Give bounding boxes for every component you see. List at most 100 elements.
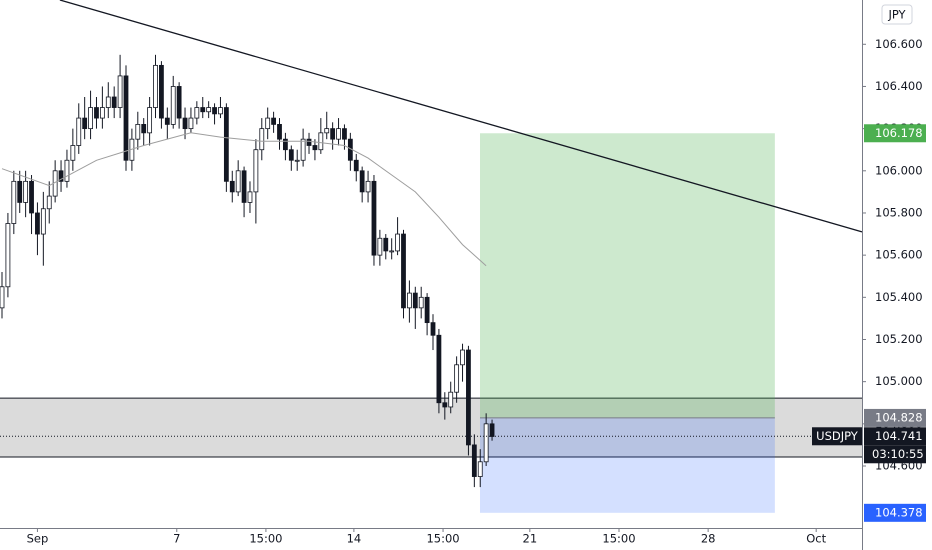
candle-body xyxy=(176,86,182,119)
candle-body xyxy=(259,128,265,151)
candle-body xyxy=(164,117,170,125)
x-tick-label: Sep xyxy=(27,532,49,546)
candle-body xyxy=(188,117,194,130)
y-tick-label: 105.600 xyxy=(875,248,923,262)
candle-body xyxy=(23,180,29,203)
symbol-label: USDJPY xyxy=(816,429,859,443)
candle-body xyxy=(412,292,418,309)
last-price-label: 104.741 xyxy=(875,429,923,443)
candle-body xyxy=(135,124,141,140)
candle-body xyxy=(342,128,347,140)
trend-line xyxy=(59,0,863,233)
candle-body xyxy=(489,423,495,437)
candle-body xyxy=(111,96,117,108)
currency-box[interactable] xyxy=(881,4,913,25)
time-axis-bg xyxy=(0,528,862,550)
candle-body xyxy=(147,107,153,134)
candle-body xyxy=(105,96,111,108)
candle-body xyxy=(312,145,318,151)
candle-body xyxy=(300,138,306,161)
candle-body xyxy=(359,170,365,193)
stop-price-box xyxy=(864,503,926,522)
candle-body xyxy=(247,191,253,203)
candle-body xyxy=(40,208,46,235)
x-tick-label: 7 xyxy=(173,532,180,546)
candle-body xyxy=(306,138,312,146)
candle-body xyxy=(117,75,123,108)
price-labels: 106.178 104.828 104.378 104.741 USDJPY 03:10:… xyxy=(812,124,926,522)
candle-body xyxy=(70,145,76,161)
x-tick-label: 14 xyxy=(347,532,362,546)
candle-body xyxy=(253,149,259,193)
countdown-box xyxy=(864,445,926,464)
x-tick-label: Oct xyxy=(806,532,826,546)
countdown-label: 03:10:55 xyxy=(872,447,924,461)
currency-label[interactable]: JPY xyxy=(887,8,906,22)
candle-body xyxy=(483,423,489,463)
y-tick-label: 106.400 xyxy=(875,79,923,93)
candle-body xyxy=(241,170,247,203)
candle-body xyxy=(460,349,465,366)
candle-body xyxy=(430,322,436,336)
candle-body xyxy=(88,107,93,130)
entry-price-box xyxy=(864,408,926,427)
candle-body xyxy=(5,223,11,288)
candle-body xyxy=(35,212,40,235)
candle-body xyxy=(206,107,212,113)
candle-body xyxy=(235,170,241,193)
plot-area xyxy=(0,0,863,513)
candle-body xyxy=(58,170,64,182)
candle-body xyxy=(383,237,389,252)
candle-body xyxy=(277,124,282,140)
candle-body xyxy=(466,349,471,446)
candle-body xyxy=(477,461,483,477)
candle-body xyxy=(371,180,377,256)
candle-body xyxy=(212,107,217,115)
candle-body xyxy=(194,107,200,119)
x-tick-label: 28 xyxy=(701,532,716,546)
candle-body xyxy=(436,334,442,404)
candle-body xyxy=(365,180,371,193)
candle-body xyxy=(330,128,336,140)
candle-body xyxy=(153,64,158,108)
candle-body xyxy=(406,292,412,309)
x-tick-label: 15:00 xyxy=(426,532,459,546)
candle-body xyxy=(324,128,330,134)
candle-body xyxy=(82,117,88,130)
last-price-box xyxy=(864,427,926,446)
candle-body xyxy=(353,159,359,172)
loss-zone xyxy=(480,417,775,513)
candle-body xyxy=(159,64,164,119)
x-tick-label: 21 xyxy=(523,532,538,546)
candle-body xyxy=(265,117,271,130)
y-tick-label: 105.000 xyxy=(875,374,923,388)
candle-body xyxy=(294,159,300,162)
candle-body xyxy=(271,117,276,125)
candle-body xyxy=(123,75,129,161)
y-tick-label: 105.200 xyxy=(875,332,923,346)
candle-body xyxy=(401,233,406,309)
candle-body xyxy=(76,117,82,146)
candle-body xyxy=(288,149,294,161)
currency-button[interactable]: JPY xyxy=(881,4,913,25)
candle-body xyxy=(283,138,288,151)
candle-body xyxy=(229,180,235,193)
candle-body xyxy=(377,237,383,256)
candle-body xyxy=(17,180,23,203)
candle-body xyxy=(418,296,424,309)
candle-body xyxy=(448,391,454,408)
candle-body xyxy=(170,86,176,125)
y-tick-label: 106.600 xyxy=(875,37,923,51)
candle-body xyxy=(94,107,99,119)
moving-average xyxy=(1,132,487,267)
x-tick-label: 15:00 xyxy=(602,532,635,546)
candle-body xyxy=(141,124,147,134)
candle-body xyxy=(200,107,206,113)
x-tick-label: 15:00 xyxy=(249,532,282,546)
candle-body xyxy=(0,286,5,309)
candle-body xyxy=(318,132,324,151)
candle-body xyxy=(99,107,105,119)
candle-body xyxy=(218,107,223,115)
